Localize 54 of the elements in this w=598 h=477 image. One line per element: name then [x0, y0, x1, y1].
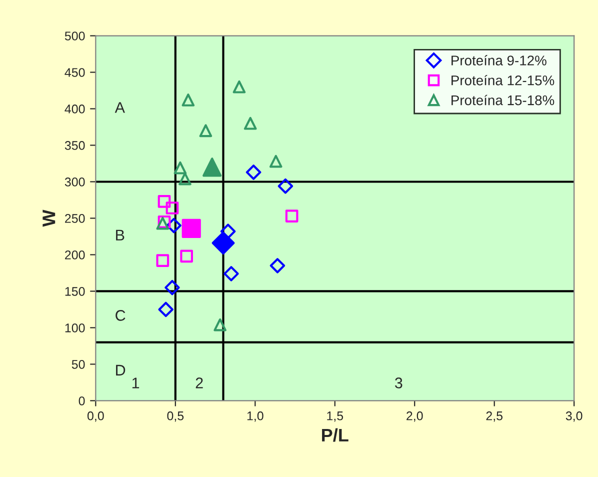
annotation: B — [116, 230, 124, 240]
x-tick-label: 1,5 — [327, 412, 344, 422]
point — [164, 280, 180, 296]
point — [212, 232, 235, 255]
annotation: 1 — [132, 378, 140, 388]
y-tick-label: 450 — [64, 68, 85, 77]
legend-label: Proteína 9-12% — [452, 55, 546, 66]
point — [202, 158, 222, 177]
point — [285, 210, 298, 222]
point — [214, 318, 226, 332]
point — [182, 218, 201, 238]
annotation: 3 — [395, 378, 402, 388]
x-tick-label: 2,5 — [486, 411, 503, 422]
x-tick-label: 1,0 — [247, 411, 264, 422]
point — [182, 94, 195, 106]
x-tick-label: 2,0 — [406, 411, 423, 422]
x-tick-label: 0,0 — [87, 411, 104, 422]
point — [246, 164, 262, 180]
point — [270, 258, 286, 274]
point — [232, 80, 246, 94]
y-tick-label: 300 — [64, 178, 85, 186]
point — [166, 218, 182, 234]
annotation: A — [114, 102, 125, 113]
annotation: C — [116, 310, 126, 321]
point — [278, 178, 294, 194]
x-tick-label: 3,0 — [566, 411, 582, 422]
point — [199, 124, 212, 138]
y-tick-label: 500 — [64, 32, 85, 40]
point — [156, 254, 170, 267]
point — [269, 154, 282, 168]
point — [174, 161, 187, 174]
annotation: 2 — [196, 378, 203, 388]
annotation: D — [116, 364, 126, 376]
point — [178, 172, 192, 186]
y-tick-label: 150 — [65, 287, 85, 296]
y-axis-title: W — [42, 210, 56, 227]
x-axis-title: P/L — [322, 428, 348, 442]
point — [166, 202, 179, 214]
y-tick-label: 200 — [65, 250, 85, 260]
point — [158, 302, 174, 318]
y-tick-label: 100 — [65, 324, 85, 332]
x-tick-label: 0,5 — [167, 411, 184, 422]
point — [180, 250, 193, 263]
y-tick-label: 250 — [65, 214, 85, 223]
point — [220, 224, 236, 239]
y-tick-label: 0 — [78, 396, 85, 406]
point — [158, 195, 171, 208]
point — [224, 266, 239, 282]
y-tick-label: 50 — [72, 360, 85, 369]
point — [244, 116, 257, 130]
legend-label: Proteína 15-18% — [452, 94, 554, 106]
y-tick-label: 400 — [64, 104, 85, 114]
y-tick-label: 350 — [64, 141, 85, 150]
legend-label: Proteína 12-15% — [452, 74, 554, 86]
